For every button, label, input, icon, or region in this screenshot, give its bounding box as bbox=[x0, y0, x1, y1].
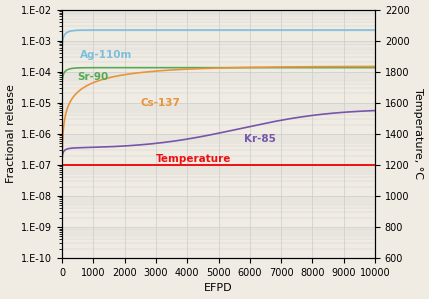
Text: Kr-85: Kr-85 bbox=[244, 134, 275, 144]
Text: Ag-110m: Ag-110m bbox=[80, 50, 133, 60]
Text: Cs-137: Cs-137 bbox=[140, 98, 180, 108]
Text: Temperature: Temperature bbox=[156, 155, 231, 164]
Y-axis label: Temperature, °C: Temperature, °C bbox=[414, 89, 423, 179]
Y-axis label: Fractional release: Fractional release bbox=[6, 84, 15, 183]
Text: Sr-90: Sr-90 bbox=[77, 72, 108, 82]
X-axis label: EFPD: EFPD bbox=[204, 283, 233, 293]
